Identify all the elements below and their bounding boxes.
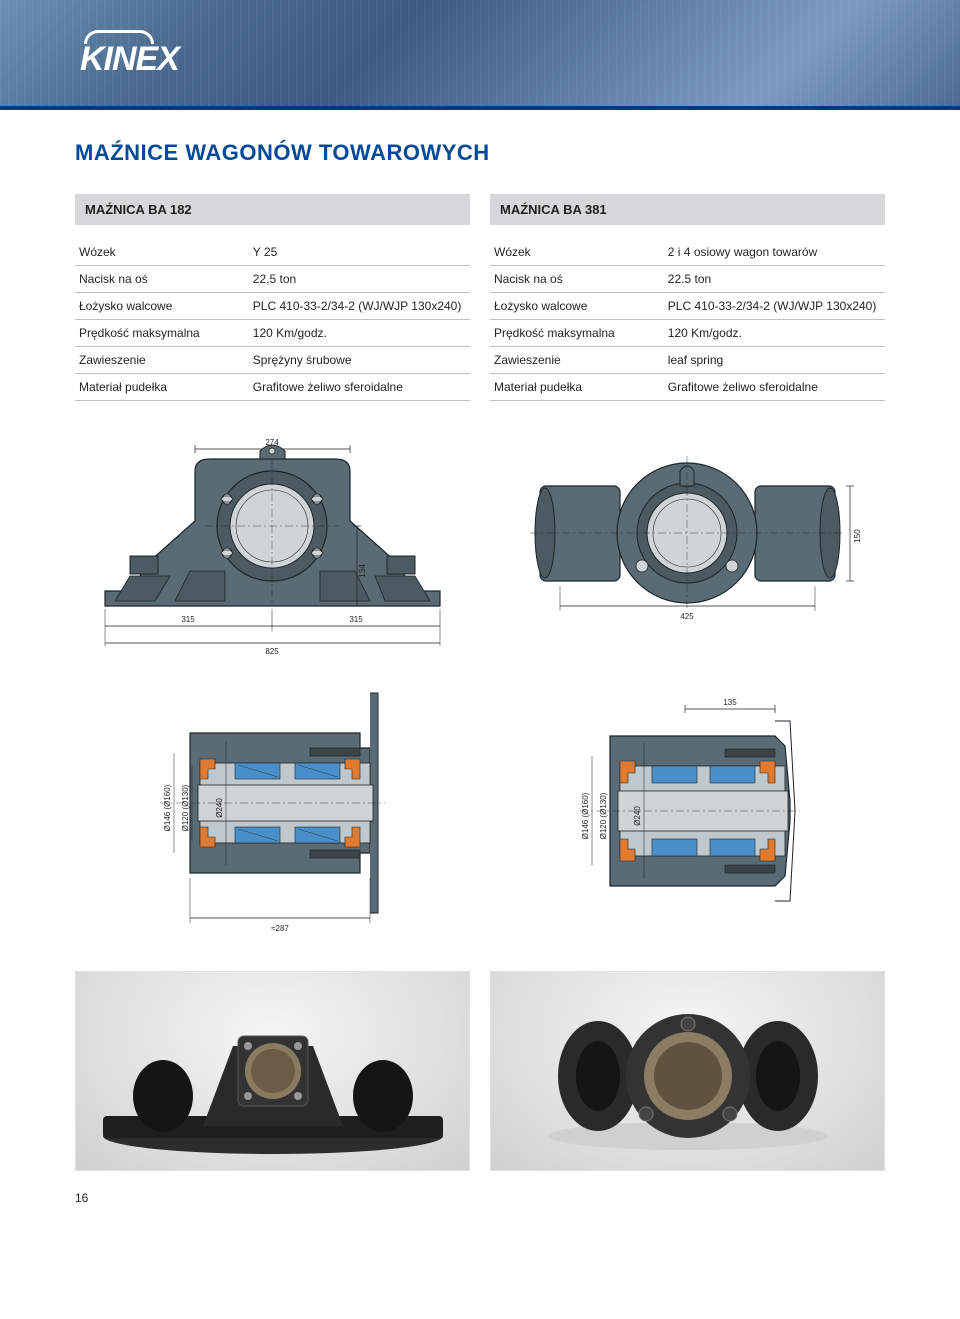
dim-label: Ø240 xyxy=(215,798,224,818)
table-row: Łożysko walcowePLC 410-33-2/34-2 (WJ/WJP… xyxy=(75,293,470,320)
drawing-ba381-front: 150 425 xyxy=(490,431,885,661)
spec-value: 22,5 ton xyxy=(249,266,470,293)
spec-value: Grafitowe żeliwo sferoidalne xyxy=(664,374,885,401)
spec-table-left: WózekY 25 Nacisk na oś22,5 ton Łożysko w… xyxy=(75,239,470,401)
dim-label: ≈287 xyxy=(271,924,289,933)
spec-value: 22.5 ton xyxy=(664,266,885,293)
spec-value: 120 Km/godz. xyxy=(664,320,885,347)
page-number: 16 xyxy=(0,1171,960,1205)
dim-label: 135 xyxy=(723,698,737,707)
dim-label: Ø146 (Ø160) xyxy=(581,792,590,839)
table-row: Nacisk na oś22,5 ton xyxy=(75,266,470,293)
spec-label: Nacisk na oś xyxy=(490,266,664,293)
dim-label: 134 xyxy=(358,564,367,578)
table-row: Wózek2 i 4 osiowy wagon towarów xyxy=(490,239,885,266)
spec-value: PLC 410-33-2/34-2 (WJ/WJP 130x240) xyxy=(249,293,470,320)
header-banner: KINEX xyxy=(0,0,960,110)
subheading-right: MAŹNICA BA 381 xyxy=(490,194,885,225)
table-row: ZawieszenieSprężyny śrubowe xyxy=(75,347,470,374)
spec-columns: MAŹNICA BA 182 WózekY 25 Nacisk na oś22,… xyxy=(75,194,885,401)
spec-label: Prędkość maksymalna xyxy=(490,320,664,347)
table-row: Łożysko walcowePLC 410-33-2/34-2 (WJ/WJP… xyxy=(490,293,885,320)
table-row: Prędkość maksymalna120 Km/godz. xyxy=(490,320,885,347)
drawing-ba381-section: 135 xyxy=(490,681,885,941)
spec-value: 120 Km/godz. xyxy=(249,320,470,347)
spec-label: Nacisk na oś xyxy=(75,266,249,293)
spec-label: Materiał pudełka xyxy=(75,374,249,401)
product-photo-ba381 xyxy=(490,971,885,1171)
spec-label: Materiał pudełka xyxy=(490,374,664,401)
spec-label: Zawieszenie xyxy=(75,347,249,374)
dim-label: 425 xyxy=(680,612,694,621)
dim-label: Ø120 (Ø130) xyxy=(181,784,190,831)
spec-table-right: Wózek2 i 4 osiowy wagon towarów Nacisk n… xyxy=(490,239,885,401)
table-row: WózekY 25 xyxy=(75,239,470,266)
spec-label: Prędkość maksymalna xyxy=(75,320,249,347)
spec-label: Łożysko walcowe xyxy=(75,293,249,320)
spec-value: Y 25 xyxy=(249,239,470,266)
dim-label: 825 xyxy=(265,647,279,656)
dim-label: Ø240 xyxy=(633,806,642,826)
brand-logo: KINEX xyxy=(80,30,179,76)
spec-value: Sprężyny śrubowe xyxy=(249,347,470,374)
page-title: MAŹNICE WAGONÓW TOWAROWYCH xyxy=(75,140,885,166)
subheading-left: MAŹNICA BA 182 xyxy=(75,194,470,225)
table-row: Materiał pudełkaGrafitowe żeliwo sferoid… xyxy=(75,374,470,401)
logo-text: KINEX xyxy=(80,40,179,78)
spec-label: Wózek xyxy=(490,239,664,266)
table-row: Prędkość maksymalna120 Km/godz. xyxy=(75,320,470,347)
product-photo-ba182 xyxy=(75,971,470,1171)
drawing-ba182-front: 274 xyxy=(75,431,470,661)
dim-label: 150 xyxy=(853,529,862,543)
table-row: Materiał pudełkaGrafitowe żeliwo sferoid… xyxy=(490,374,885,401)
dim-label: Ø120 (Ø130) xyxy=(599,792,608,839)
dim-label: Ø146 (Ø160) xyxy=(163,784,172,831)
spec-label: Wózek xyxy=(75,239,249,266)
spec-value: 2 i 4 osiowy wagon towarów xyxy=(664,239,885,266)
dim-label: 315 xyxy=(349,615,363,624)
spec-col-right: MAŹNICA BA 381 Wózek2 i 4 osiowy wagon t… xyxy=(490,194,885,401)
table-row: Nacisk na oś22.5 ton xyxy=(490,266,885,293)
spec-label: Zawieszenie xyxy=(490,347,664,374)
front-drawings-row: 274 xyxy=(75,431,885,661)
table-row: Zawieszenieleaf spring xyxy=(490,347,885,374)
spec-label: Łożysko walcowe xyxy=(490,293,664,320)
spec-value: leaf spring xyxy=(664,347,885,374)
dim-label: 315 xyxy=(181,615,195,624)
drawing-ba182-section: Ø146 (Ø160) Ø120 (Ø130) Ø240 ≈287 xyxy=(75,681,470,941)
spec-value: PLC 410-33-2/34-2 (WJ/WJP 130x240) xyxy=(664,293,885,320)
section-drawings-row: Ø146 (Ø160) Ø120 (Ø130) Ø240 ≈287 xyxy=(75,681,885,941)
product-photos-row xyxy=(75,971,885,1171)
spec-value: Grafitowe żeliwo sferoidalne xyxy=(249,374,470,401)
spec-col-left: MAŹNICA BA 182 WózekY 25 Nacisk na oś22,… xyxy=(75,194,470,401)
